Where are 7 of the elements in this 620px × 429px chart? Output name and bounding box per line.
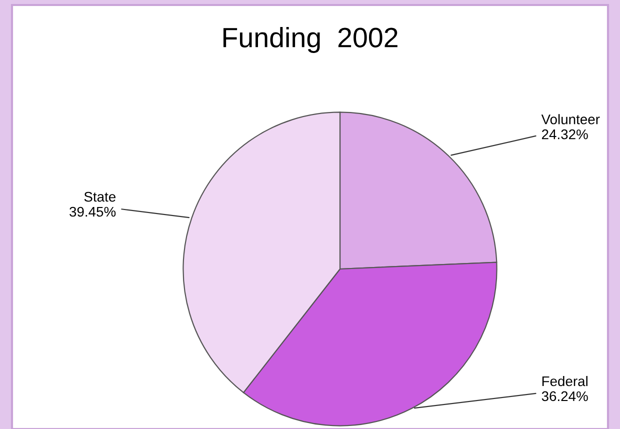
chart-title: Funding 2002 <box>223 27 398 53</box>
data-label: 36.24% <box>542 391 588 402</box>
data-label: 24.32% <box>542 129 588 140</box>
data-label: 39.45% <box>70 206 116 217</box>
slice-label: Volunteer <box>541 114 600 124</box>
slice-label: Federal <box>542 376 588 386</box>
slice-label: State <box>84 192 116 202</box>
